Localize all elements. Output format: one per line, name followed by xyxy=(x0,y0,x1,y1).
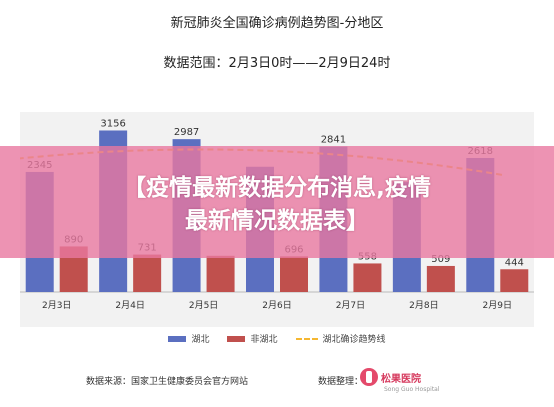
legend-swatch-trend xyxy=(295,337,318,340)
hospital-logo-name: 松果医院 xyxy=(381,373,421,385)
x-tick-label: 2月3日 xyxy=(42,300,71,311)
bar-non-hubei xyxy=(280,256,308,292)
data-label-hubei: 2841 xyxy=(321,135,346,146)
bar-non-hubei xyxy=(500,269,529,292)
data-compiler-label: 数据整理： xyxy=(318,377,364,387)
bar-non-hubei xyxy=(426,265,455,292)
legend-swatch-hubei xyxy=(168,335,187,342)
data-label-non-hubei: 509 xyxy=(431,254,450,265)
banner-line-1: 【疫情最新数据分布消息,疫情 xyxy=(123,175,431,201)
legend-swatch-non-hubei xyxy=(227,335,246,342)
banner-headline: 【疫情最新数据分布消息,疫情 最新情况数据表】 xyxy=(0,172,554,238)
bar-non-hubei xyxy=(206,255,235,292)
legend-label-trend: 湖北确诊趋势线 xyxy=(322,335,386,345)
data-label-non-hubei: 444 xyxy=(505,257,524,268)
hospital-logo-icon xyxy=(360,368,378,386)
legend-item-non-hubei: 非湖北 xyxy=(227,332,278,345)
data-label-hubei: 2987 xyxy=(174,127,199,138)
x-tick-label: 2月4日 xyxy=(115,300,144,311)
bar-non-hubei xyxy=(353,263,382,292)
data-source-note: 数据来源：国家卫生健康委员会官方网站 xyxy=(86,377,249,387)
x-tick-label: 2月7日 xyxy=(336,300,365,311)
data-range-subtitle: 数据范围：2月3日0时——2月9日24时 xyxy=(163,56,391,71)
chart-legend: 湖北 非湖北 湖北确诊趋势线 xyxy=(0,332,554,345)
legend-item-trend: 湖北确诊趋势线 xyxy=(295,332,386,345)
overlay-banner xyxy=(0,146,554,258)
legend-label-hubei: 湖北 xyxy=(191,335,210,345)
data-label-hubei: 3156 xyxy=(100,118,125,129)
x-tick-label: 2月8日 xyxy=(409,300,438,311)
legend-item-hubei: 湖北 xyxy=(168,332,209,345)
banner-line-2: 最新情况数据表】 xyxy=(185,208,369,234)
hospital-logo: 松果医院 xyxy=(360,368,421,386)
chart-title: 新冠肺炎全国确诊病例趋势图-分地区 xyxy=(170,16,384,31)
hospital-logo-subtext: Song Guo Hospital xyxy=(384,386,440,393)
x-tick-label: 2月9日 xyxy=(483,300,512,311)
x-tick-label: 2月6日 xyxy=(262,300,291,311)
bar-non-hubei xyxy=(133,254,162,292)
legend-label-non-hubei: 非湖北 xyxy=(250,335,278,345)
x-tick-label: 2月5日 xyxy=(189,300,218,311)
